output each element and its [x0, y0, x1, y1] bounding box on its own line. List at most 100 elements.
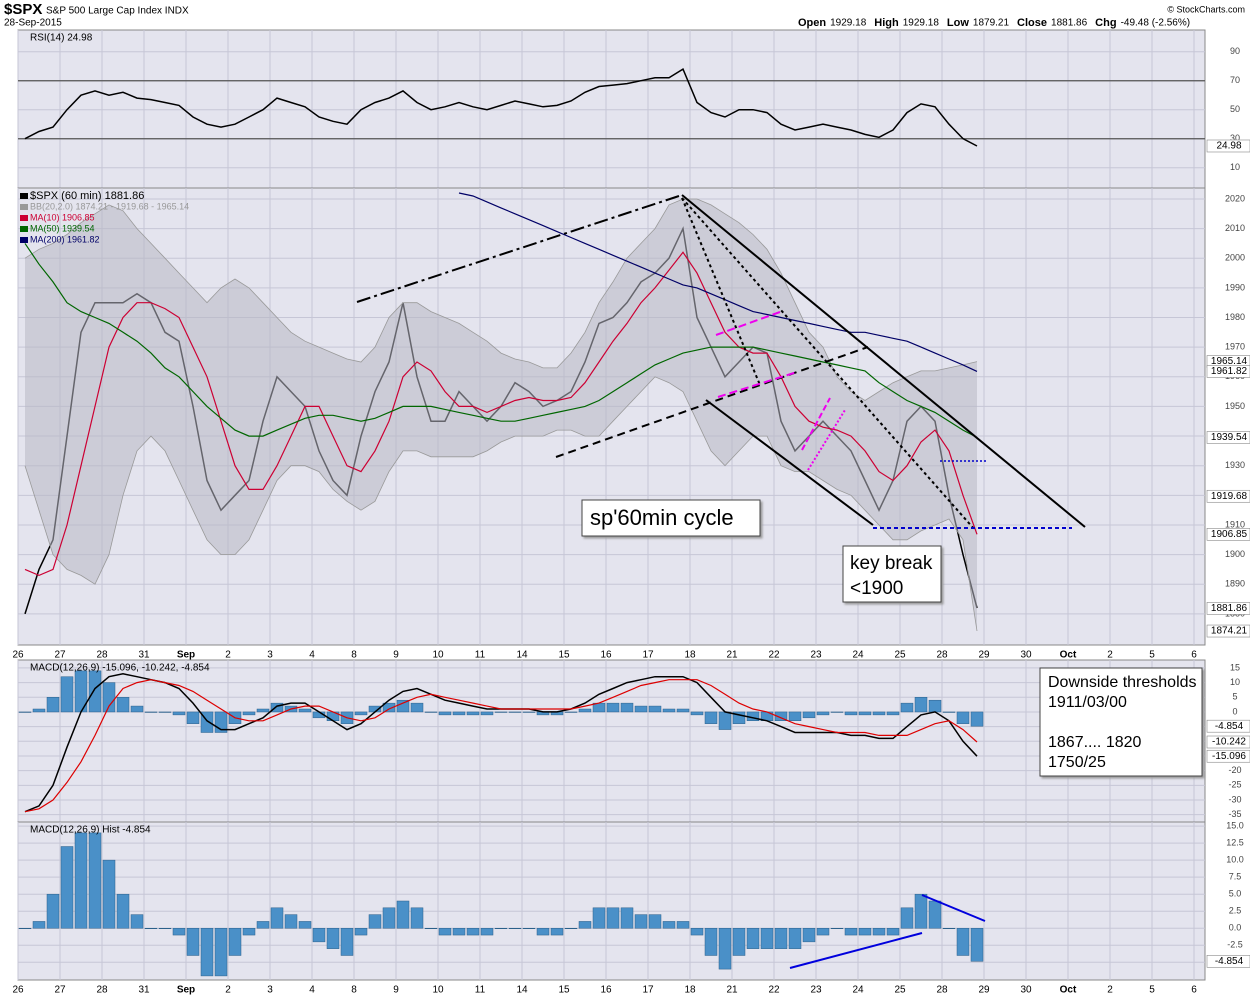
bar: [606, 907, 620, 929]
trendline: [681, 194, 1086, 528]
x-tick-label: 24: [852, 650, 864, 661]
y-tick-label: 15: [1230, 662, 1240, 672]
trendline: [681, 197, 976, 531]
bar: [270, 907, 284, 929]
x-tick-label: 26: [12, 650, 24, 661]
last-value-label: 1961.82: [1211, 366, 1248, 377]
bar: [830, 927, 844, 929]
bar: [326, 927, 340, 949]
quote-value: -49.48 (-2.56%): [1121, 18, 1190, 29]
annotation-box: [1039, 667, 1203, 777]
bar: [354, 927, 368, 936]
bar: [774, 711, 788, 722]
trendline: [705, 399, 874, 526]
bar: [102, 859, 116, 929]
bar: [466, 927, 480, 936]
y-tick-label: 1890: [1225, 579, 1245, 589]
y-tick-label: 10.0: [1226, 855, 1244, 865]
bar: [774, 927, 788, 949]
last-value-label: 1919.68: [1211, 491, 1248, 502]
instrument-name: S&P 500 Large Cap Index INDX: [46, 6, 189, 17]
bar: [60, 676, 74, 713]
y-tick-label: 1900: [1225, 549, 1245, 559]
line-series: [24, 679, 978, 813]
x-tick-label: 24: [852, 985, 864, 996]
line-series: [24, 251, 978, 577]
panel-background: [17, 821, 1206, 981]
x-tick-label: 4: [309, 985, 315, 996]
x-tick-label: 16: [600, 985, 612, 996]
bar: [158, 711, 172, 713]
bar: [634, 914, 648, 929]
x-tick-label: 28: [936, 650, 948, 661]
x-tick-label: 21: [726, 650, 738, 661]
x-tick-label: 29: [978, 650, 990, 661]
x-tick-label: Sep: [177, 650, 195, 661]
y-tick-label: -20: [1228, 765, 1241, 775]
x-tick-label: 26: [12, 985, 24, 996]
bar: [844, 927, 858, 936]
trendline: [717, 371, 798, 398]
bar: [760, 927, 774, 949]
x-tick-label: 25: [894, 650, 906, 661]
bar: [732, 711, 746, 724]
x-tick-label: 8: [351, 650, 357, 661]
y-tick-label: 0.0: [1229, 923, 1242, 933]
bar: [844, 711, 858, 716]
trendline: [801, 397, 831, 451]
annotation-box: [842, 545, 942, 603]
trendline: [681, 197, 761, 386]
y-tick-label: 1930: [1225, 460, 1245, 470]
bar: [802, 927, 816, 943]
x-tick-label: 15: [558, 650, 570, 661]
quote: Open 1929.18 High 1929.18 Low 1879.21 Close 188…: [798, 17, 1190, 29]
panel-title: RSI(14) 24.98: [30, 33, 93, 44]
bar: [256, 708, 270, 713]
quote-label: Low: [947, 17, 969, 29]
bar: [578, 708, 592, 713]
bar: [186, 711, 200, 724]
y-tick-label: 5: [1232, 692, 1237, 702]
bar: [816, 927, 830, 936]
x-tick-label: 27: [54, 650, 66, 661]
legend-swatch: [20, 193, 28, 199]
x-tick-label: 28: [936, 985, 948, 996]
bar: [942, 711, 956, 713]
bar: [788, 711, 802, 722]
legend-swatch: [20, 226, 28, 232]
band-fill: [25, 198, 977, 632]
bar: [130, 705, 144, 713]
bar: [270, 702, 284, 713]
bar: [186, 927, 200, 956]
bar: [662, 921, 676, 929]
x-tick-label: 2: [1107, 650, 1113, 661]
last-value-label: 1874.21: [1211, 626, 1248, 637]
x-tick-label: 17: [642, 985, 654, 996]
bar: [886, 711, 900, 716]
x-tick-label: Oct: [1060, 985, 1077, 996]
bar: [900, 907, 914, 929]
bar: [690, 927, 704, 936]
bar: [942, 927, 956, 929]
bar: [158, 927, 172, 929]
bar: [662, 708, 676, 713]
bar: [130, 914, 144, 929]
last-value-box: [1206, 624, 1250, 638]
quote-label: Chg: [1095, 17, 1116, 29]
x-tick-label: 23: [810, 985, 822, 996]
bar: [354, 711, 368, 716]
bar: [424, 927, 438, 929]
legend-entry: MA(200) 1961.82: [30, 234, 100, 244]
x-tick-label: 4: [309, 650, 315, 661]
x-tick-label: 15: [558, 985, 570, 996]
bar: [872, 927, 886, 936]
bar: [144, 927, 158, 929]
bar: [452, 927, 466, 936]
bar: [494, 927, 508, 929]
annotation: 1867.... 1820: [1048, 734, 1142, 751]
bar: [788, 927, 802, 949]
y-tick-label: 2020: [1225, 193, 1245, 203]
bar: [648, 705, 662, 713]
panel: 26 27 28 31 Sep 2 3 4 8 9 10 11 14 15 16 17 18 21 22 23 24 25…: [12, 820, 1250, 996]
x-tick-label: 9: [393, 650, 399, 661]
